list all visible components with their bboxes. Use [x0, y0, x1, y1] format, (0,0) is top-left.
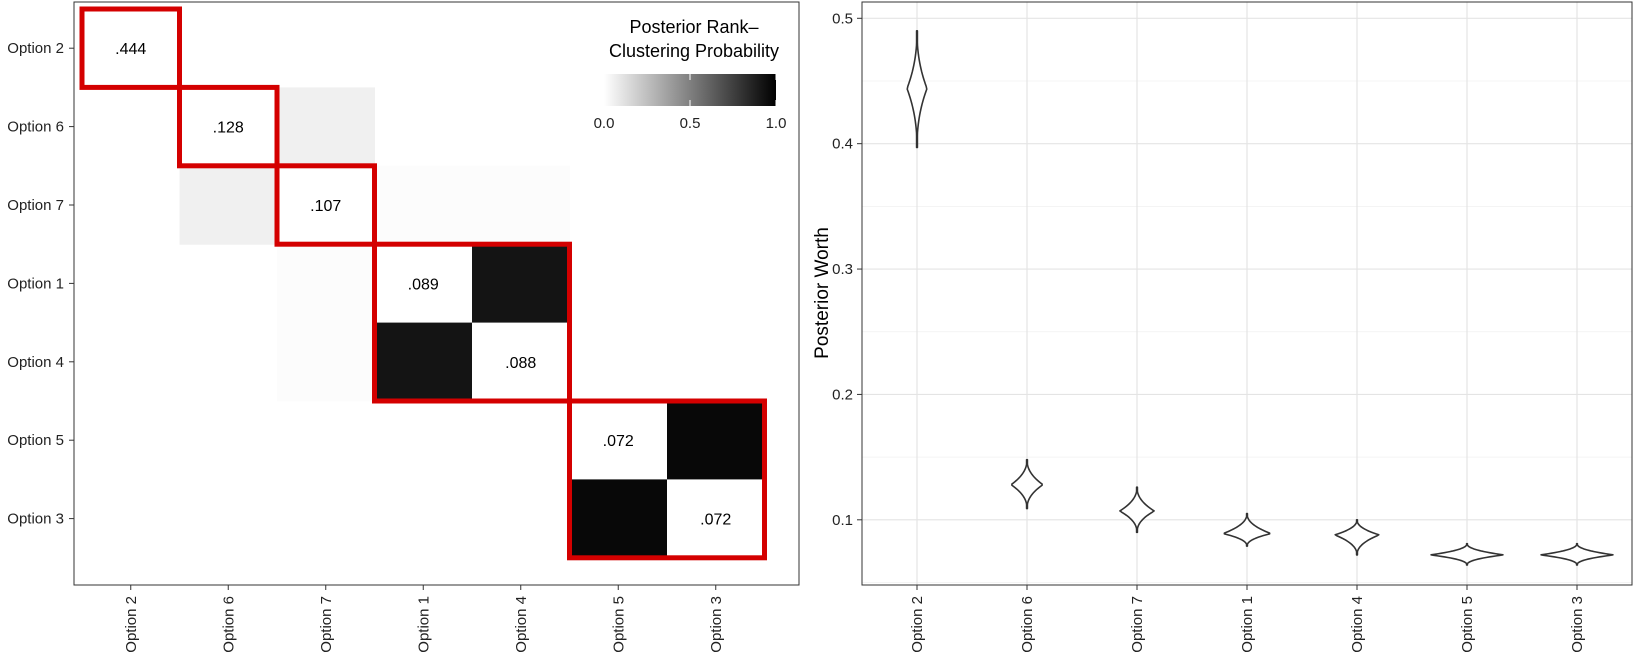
heatmap-cell-diagonal	[374, 244, 472, 323]
legend-title-line1: Posterior Rank–	[629, 17, 758, 37]
heatmap-cell	[277, 322, 375, 402]
cluster-outline	[274, 163, 377, 247]
heatmap-cell	[277, 244, 375, 324]
cluster-outline	[372, 241, 572, 404]
x-tick-label-option-4: Option 4	[513, 596, 530, 653]
x-tick-label-option-1: Option 1	[415, 596, 432, 653]
heatmap-cell-diagonal	[569, 401, 667, 480]
cluster-outline	[79, 6, 182, 90]
legend-title-line2: Clustering Probability	[609, 41, 779, 61]
legend-ticks: 0.0 0.5 1.0	[594, 74, 787, 132]
x-tick-label-option-2: Option 2	[123, 596, 140, 653]
heatmap-cell-diagonal	[667, 479, 765, 558]
x-tick-label-option-6: Option 6	[220, 596, 237, 653]
x-tick-label-option-2: Option 2	[909, 596, 926, 653]
x-tick-label-option-7: Option 7	[318, 596, 335, 653]
diagonal-label: .072	[700, 512, 731, 529]
heatmap-cell	[179, 165, 278, 245]
y-tick-label: 0.3	[832, 261, 853, 278]
heatmap-cells	[82, 9, 765, 559]
y-tick-label-option-1: Option 1	[7, 275, 64, 292]
y-tick-label-option-2: Option 2	[7, 40, 64, 57]
violin-y-axis: 0.1 0.2 0.3 0.4 0.5	[832, 10, 862, 529]
heatmap-x-axis: Option 2 Option 6 Option 7 Option 1 Option 4…	[123, 585, 725, 653]
violin-x-axis: Option 2 Option 6 Option 7 Option 1 Option 4…	[909, 585, 1586, 653]
violin-option-7	[1119, 486, 1155, 534]
heatmap-panel: .444.128.107.089.088.072.072 Option 2Opt…	[7, 1, 800, 653]
y-tick-label: 0.1	[832, 512, 853, 529]
diagonal-label: .444	[115, 41, 146, 58]
legend-tick-label: 1.0	[766, 115, 787, 132]
x-tick-label-option-7: Option 7	[1129, 596, 1146, 653]
x-tick-label-option-1: Option 1	[1239, 596, 1256, 653]
diagonal-label: .128	[213, 120, 244, 137]
heatmap-cell	[374, 322, 473, 402]
heatmap-cell-diagonal	[82, 9, 180, 88]
heatmap-cell	[472, 244, 570, 324]
y-tick-label-option-4: Option 4	[7, 354, 64, 371]
y-tick-label: 0.4	[832, 136, 853, 153]
violin-panel: 0.1 0.2 0.3 0.4 0.5 Option 2 Option 6 Option 7…	[812, 1, 1633, 653]
violin-option-5	[1430, 542, 1504, 566]
y-tick-label-option-5: Option 5	[7, 432, 64, 449]
x-tick-label-option-5: Option 5	[610, 596, 627, 653]
violin-y-axis-title: Posterior Worth	[812, 227, 833, 359]
diagonal-label: .088	[505, 355, 536, 372]
diagonal-labels: .444 .128 .107 .089 .088 .072 .072	[115, 41, 731, 528]
violin-option-1	[1223, 512, 1271, 547]
heatmap-cell-diagonal	[277, 165, 375, 245]
heatmap-cell	[667, 401, 765, 480]
y-tick-label: 0.2	[832, 386, 853, 403]
heatmap-cell	[277, 87, 375, 167]
heatmap-cell-diagonal	[179, 87, 277, 166]
y-tick-label: 0.5	[832, 10, 853, 27]
color-legend: Posterior Rank– Clustering Probability 0…	[594, 17, 787, 132]
x-tick-label-option-4: Option 4	[1349, 596, 1366, 653]
cluster-outline	[567, 398, 767, 561]
diagonal-label: .107	[310, 198, 341, 215]
violin-option-3	[1540, 542, 1614, 566]
diagonal-label: .089	[408, 276, 439, 293]
y-tick-label-option-3: Option 3	[7, 511, 64, 528]
cluster-outlines	[79, 6, 767, 561]
heatmap-cell	[374, 165, 473, 245]
y-tick-label-option-6: Option 6	[7, 119, 64, 136]
heatmap-cell-diagonal	[472, 322, 570, 401]
heatmap-cell	[569, 479, 668, 559]
heatmap-y-axis: Option 2 Option 6 Option 7 Option 1 Option 4…	[7, 40, 74, 528]
x-tick-label-option-5: Option 5	[1459, 596, 1476, 653]
violin-option-2	[906, 30, 928, 149]
legend-tick-label: 0.0	[594, 115, 615, 132]
violin-option-4	[1334, 519, 1380, 556]
cluster-outline	[177, 84, 280, 169]
diagonal-label: .072	[603, 433, 634, 450]
y-tick-label-option-7: Option 7	[7, 197, 64, 214]
violins	[906, 30, 1614, 566]
legend-tick-label: 0.5	[680, 115, 701, 132]
x-tick-label-option-3: Option 3	[1569, 596, 1586, 653]
x-tick-label-option-3: Option 3	[708, 596, 725, 653]
x-tick-label-option-6: Option 6	[1019, 596, 1036, 653]
violin-gridlines	[862, 2, 1632, 585]
heatmap-cell	[472, 165, 570, 245]
violin-option-6	[1011, 458, 1043, 510]
